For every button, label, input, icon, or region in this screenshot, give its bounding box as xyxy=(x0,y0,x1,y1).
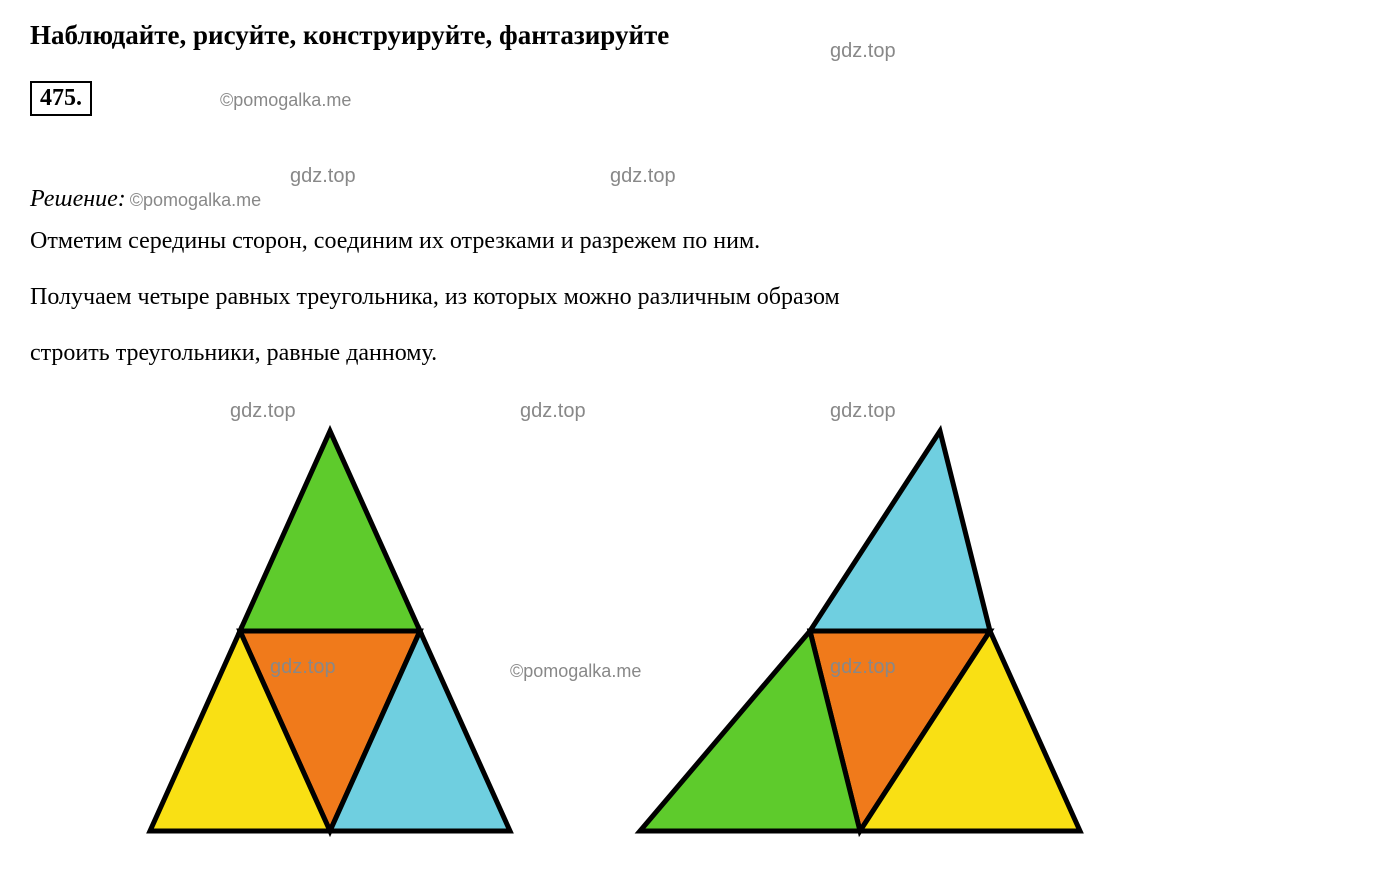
solution-label: Решение: xyxy=(30,186,126,213)
solution-text-line: строить треугольники, равные данному. xyxy=(30,335,1370,371)
page-title: Наблюдайте, рисуйте, конструируйте, фант… xyxy=(30,20,1370,51)
figures-row: gdz.top ©pomogalka.me gdz.top xyxy=(30,411,1370,851)
problem-number: 475. xyxy=(30,81,92,116)
watermark-gdz: gdz.top xyxy=(270,656,336,679)
watermark-pomogalka: ©pomogalka.me xyxy=(130,190,261,210)
watermark-gdz: gdz.top xyxy=(830,40,896,63)
triangle-diagram-right xyxy=(610,411,1090,851)
figure-left: gdz.top ©pomogalka.me xyxy=(110,411,550,851)
watermark-gdz: gdz.top xyxy=(830,656,896,679)
watermark-gdz: gdz.top xyxy=(610,165,676,188)
watermark-pomogalka: ©pomogalka.me xyxy=(220,90,351,111)
solution-text-line: Получаем четыре равных треугольника, из … xyxy=(30,279,1370,315)
triangle-diagram-left xyxy=(110,411,550,851)
page-container: Наблюдайте, рисуйте, конструируйте, фант… xyxy=(30,20,1370,851)
solution-text-line: Отметим середины сторон, соединим их отр… xyxy=(30,223,1370,259)
figure-right: gdz.top xyxy=(610,411,1090,851)
watermark-gdz: gdz.top xyxy=(290,165,356,188)
